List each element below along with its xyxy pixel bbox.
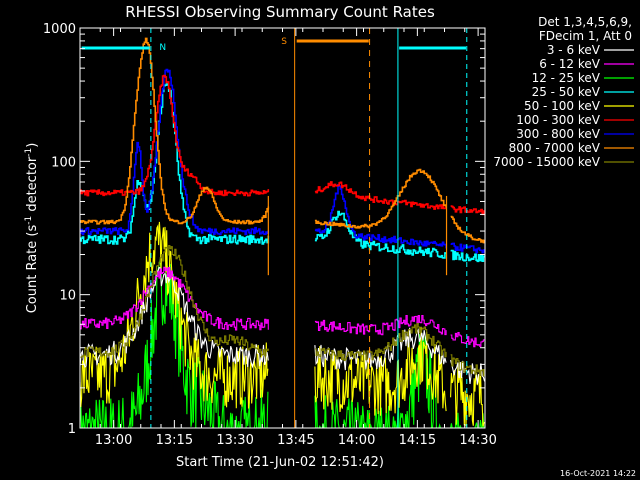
timestamp: 16-Oct-2021 14:22 [560, 469, 636, 478]
y-axis-label-end: ) [25, 143, 40, 148]
y-axis-label-main: Count Rate (s [25, 225, 40, 314]
series-line-7-seg-0 [80, 37, 270, 225]
series-line-6-seg-0 [80, 68, 270, 236]
y-axis-label-mid: detector [25, 156, 40, 216]
series-line-6-seg-1 [314, 184, 447, 249]
legend-label-3: 25 - 50 keV [532, 85, 601, 99]
series-line-7-seg-1 [314, 168, 447, 229]
series-line-1-seg-2 [450, 332, 486, 348]
series-line-0-seg-2 [450, 359, 486, 385]
x-tick-label-3: 13:45 [277, 433, 314, 448]
y-axis-label-sup2: -1 [24, 148, 34, 157]
series-line-3-seg-2 [450, 249, 486, 263]
series-line-5-seg-2 [450, 205, 486, 216]
night-label: N [159, 43, 166, 53]
legend-label-4: 50 - 100 keV [524, 99, 601, 113]
x-tick-label-5: 14:15 [399, 433, 436, 448]
series-line-5-seg-1 [314, 181, 447, 210]
chart-title: RHESSI Observing Summary Count Rates [125, 3, 435, 21]
legend-header-1: FDecim 1, Att 0 [539, 29, 632, 43]
series-line-1-seg-1 [314, 314, 447, 336]
x-tick-label-2: 13:30 [216, 433, 253, 448]
y-tick-label-1: 100 [51, 155, 76, 170]
legend-label-6: 300 - 800 keV [516, 127, 600, 141]
x-axis-label: Start Time (21-Jun-02 12:51:42) [176, 455, 384, 470]
legend-label-5: 100 - 300 keV [516, 113, 600, 127]
legend-header-0: Det 1,3,4,5,6,9, [538, 15, 632, 29]
legend-label-2: 12 - 25 keV [532, 71, 601, 85]
series-line-0-seg-0 [79, 266, 269, 369]
series-line-5-seg-0 [80, 74, 270, 197]
series-line-0-seg-1 [314, 327, 447, 371]
data-layer: NS [79, 28, 486, 430]
legend-label-8: 7000 - 15000 keV [493, 155, 600, 169]
x-tick-label-1: 13:15 [156, 433, 193, 448]
y-axis-label: Count Rate (s-1 detector-1) [24, 143, 40, 314]
series-line-2-seg-0 [79, 259, 269, 429]
legend: Det 1,3,4,5,6,9,FDecim 1, Att 03 - 6 keV… [493, 15, 634, 169]
series-line-8-seg-0 [80, 245, 269, 359]
axis-ticks: 13:00 13:15 13:30 13:45 14:00 14:15 14:30 1000 1… [43, 22, 497, 448]
x-tick-label-0: 13:00 [95, 433, 132, 448]
series-line-1-seg-0 [80, 266, 269, 331]
series-line-8-seg-1 [314, 322, 447, 363]
series-line-7-seg-2 [450, 215, 486, 244]
legend-label-1: 6 - 12 keV [539, 57, 601, 71]
legend-label-7: 800 - 7000 keV [509, 141, 601, 155]
series-line-3-seg-1 [314, 210, 447, 259]
y-axis-label-sup1: -1 [24, 216, 34, 225]
saa-label: S [281, 37, 287, 47]
legend-label-0: 3 - 6 keV [547, 43, 601, 57]
x-tick-label-6: 14:30 [459, 433, 496, 448]
y-tick-label-0: 1000 [43, 22, 76, 37]
series-line-6-seg-2 [450, 242, 486, 254]
y-tick-label-2: 10 [59, 289, 76, 304]
series-line-8-seg-2 [450, 354, 486, 377]
y-tick-label-3: 1 [68, 422, 76, 437]
x-tick-label-4: 14:00 [338, 433, 375, 448]
